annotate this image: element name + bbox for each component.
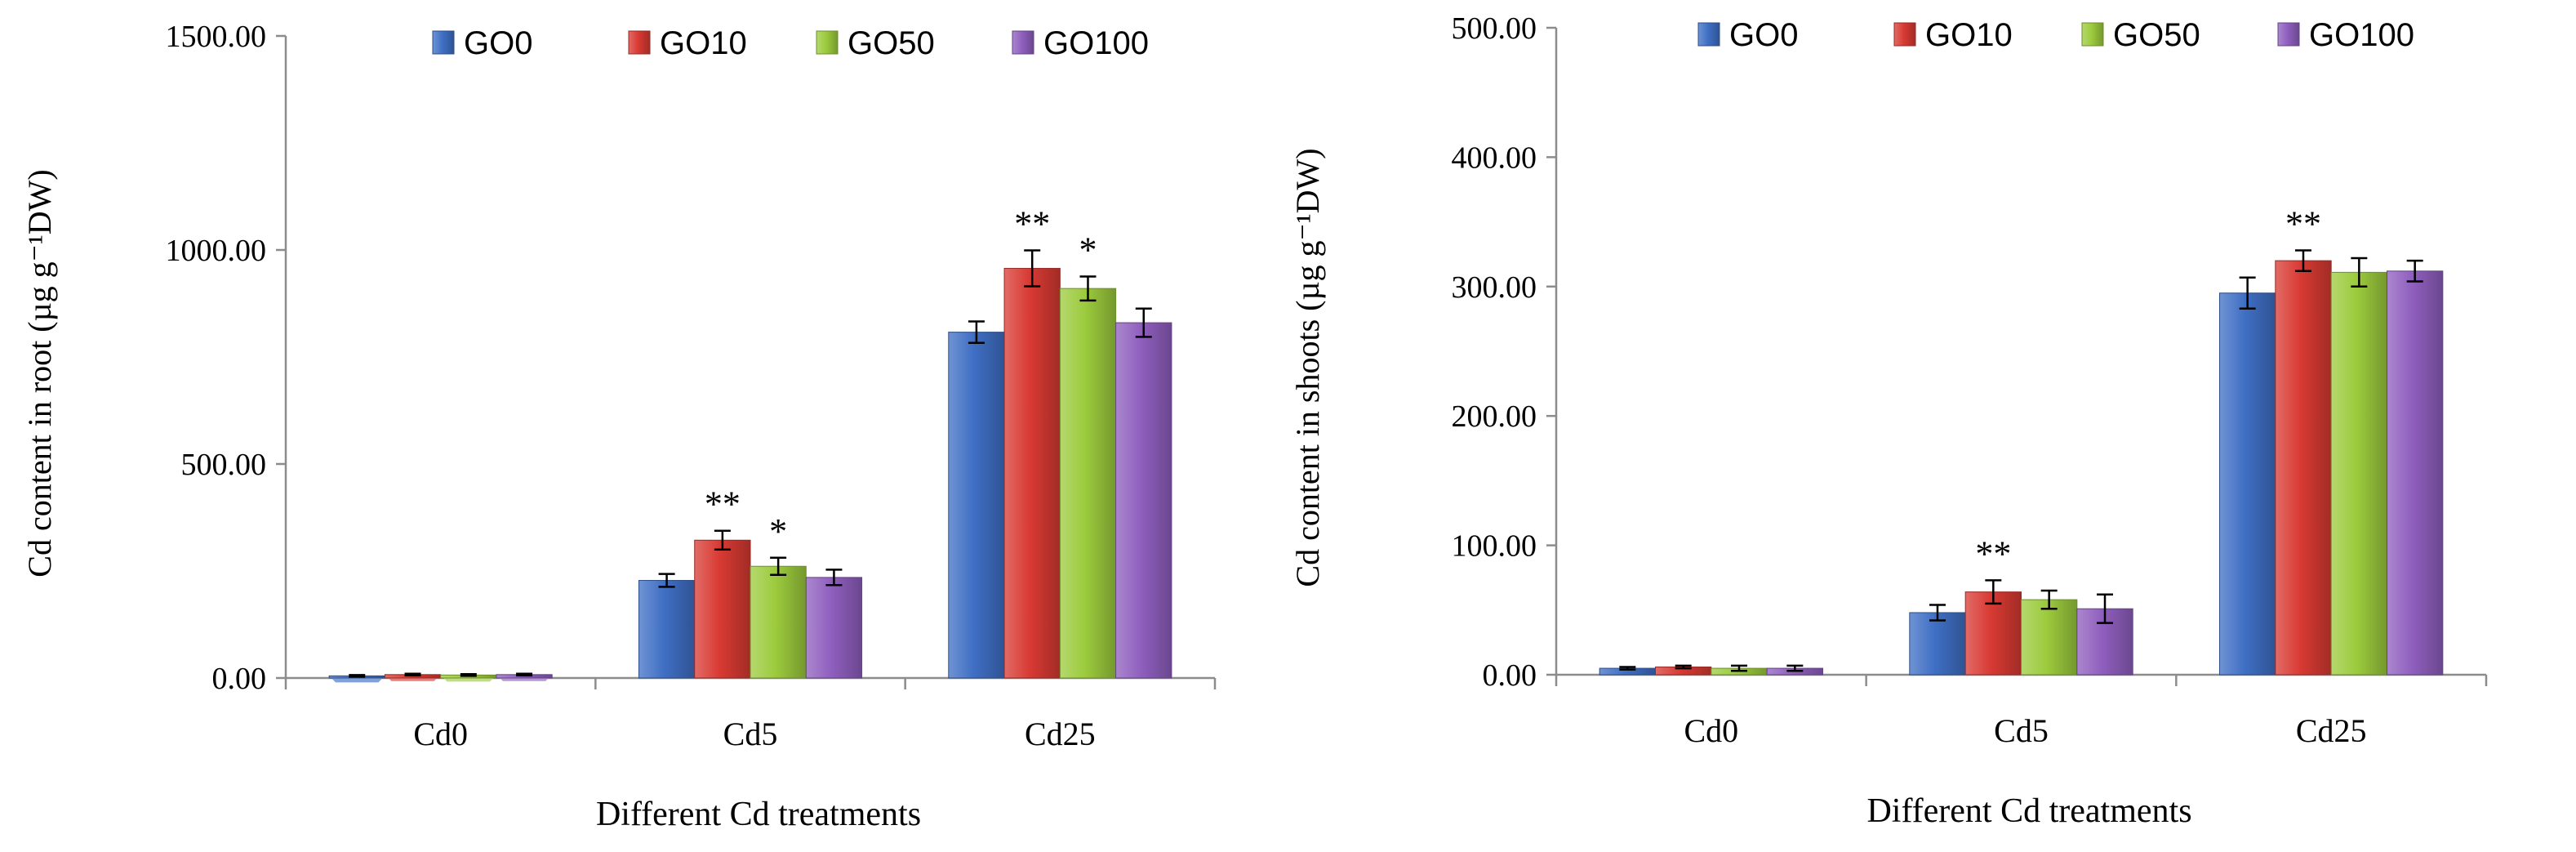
chart1-legend-swatch-GO10 xyxy=(628,30,651,55)
chart1-annotation: ** xyxy=(705,484,741,524)
chart2-y-tick-label: 500.00 xyxy=(1452,11,1537,46)
chart1-y-tick-label: 1000.00 xyxy=(166,234,267,268)
chart1-x-tick-label: Cd0 xyxy=(413,716,468,752)
chart1-bar-GO50-Cd5 xyxy=(750,565,807,679)
chart1-errorbar xyxy=(349,674,366,678)
chart2-legend-swatch-GO100 xyxy=(2277,22,2300,47)
chart1-errorbar xyxy=(460,673,477,677)
chart1-x-tick-label: Cd5 xyxy=(723,716,778,752)
chart2-errorbar xyxy=(1985,579,2002,605)
chart1-legend-label-GO100: GO100 xyxy=(1043,25,1149,61)
chart2-x-tick-label: Cd5 xyxy=(1994,712,2049,749)
chart2-annotation: ** xyxy=(1975,533,2011,573)
chart1-bar-GO0-Cd25 xyxy=(948,332,1005,679)
chart1-legend-swatch-GO50 xyxy=(816,30,839,55)
chart2-errorbar xyxy=(2294,249,2311,273)
chart1-y-tick-label: 0.00 xyxy=(212,662,267,696)
chart1-bar-GO10-Cd25 xyxy=(1003,268,1061,679)
chart2-y-tick-label: 400.00 xyxy=(1452,141,1537,175)
chart2-bar-GO0-Cd25 xyxy=(2218,292,2276,676)
chart2-legend-label-GO50: GO50 xyxy=(2113,17,2200,53)
chart1-legend-swatch-GO100 xyxy=(1012,30,1034,55)
chart1-legend-label-GO10: GO10 xyxy=(660,25,747,61)
chart2-errorbar xyxy=(2351,256,2368,288)
chart2-bar-GO100-Cd25 xyxy=(2387,270,2444,676)
chart1-y-tick-label: 500.00 xyxy=(181,448,267,482)
chart2-annotation: ** xyxy=(2285,203,2321,243)
chart1-errorbar xyxy=(1079,275,1097,302)
chart1-errorbar xyxy=(516,672,533,677)
chart2-legend-label-GO0: GO0 xyxy=(1729,17,1798,53)
chart2-errorbar xyxy=(2406,259,2423,283)
chart2-y-tick-label: 200.00 xyxy=(1452,399,1537,434)
chart2-legend: GO0 GO10 GO50 GO100 xyxy=(1697,17,2414,53)
chart1-errorbar xyxy=(404,672,421,677)
chart2-errorbar xyxy=(1675,664,1692,670)
chart2-errorbar xyxy=(1619,666,1636,671)
chart1-bar-GO50-Cd25 xyxy=(1059,288,1117,679)
chart2-x-tick-label: Cd0 xyxy=(1684,712,1738,749)
chart2-errorbar xyxy=(1731,664,1748,672)
chart2: 0.00 100.00 200.00 300.00 400.00 500.00 Cd0 Cd5… xyxy=(1289,11,2488,830)
chart1-y-tick-label: 1500.00 xyxy=(166,20,267,54)
chart2-bar-GO0-Cd5 xyxy=(1909,612,1966,676)
chart2-bar-GO50-Cd25 xyxy=(2330,271,2388,676)
chart2-legend-swatch-GO0 xyxy=(1697,22,1720,47)
chart1-errorbar xyxy=(825,569,843,587)
chart1-annotation: ** xyxy=(1014,204,1050,244)
chart1-bar-GO100-Cd5 xyxy=(805,577,863,679)
chart1-x-tick-label: Cd25 xyxy=(1025,716,1096,752)
chart1-legend: GO0 GO10 GO50 GO100 xyxy=(432,25,1149,61)
chart1-y-axis-label: Cd content in root (µg g⁻¹DW) xyxy=(21,169,58,577)
chart2-y-tick-label: 0.00 xyxy=(1483,658,1537,693)
chart2-x-axis-label: Different Cd treatments xyxy=(1866,792,2191,830)
chart1-legend-swatch-GO0 xyxy=(432,30,455,55)
chart1-annotation: * xyxy=(769,511,787,551)
chart1-bar-GO10-Cd5 xyxy=(694,539,751,679)
chart2-legend-swatch-GO10 xyxy=(1893,22,1916,47)
chart2-bar-GO10-Cd25 xyxy=(2275,260,2332,676)
chart1-x-axis-label: Different Cd treatments xyxy=(596,796,921,833)
chart2-errorbar xyxy=(2040,589,2058,610)
chart2-legend-label-GO100: GO100 xyxy=(2309,17,2414,53)
chart2-errorbar xyxy=(1929,604,1946,622)
chart1-errorbar xyxy=(658,573,675,588)
chart2-errorbar xyxy=(1786,664,1804,672)
chart2-bar-GO50-Cd5 xyxy=(2021,599,2078,676)
chart2-y-axis-label: Cd content in shoots (µg g⁻¹DW) xyxy=(1289,148,1326,587)
chart2-legend-swatch-GO50 xyxy=(2081,22,2104,47)
chart1-errorbar xyxy=(1135,307,1152,338)
chart1-errorbar xyxy=(714,529,731,551)
chart1-bar-GO100-Cd25 xyxy=(1115,322,1172,679)
chart1-annotation: * xyxy=(1079,230,1097,270)
chart1-errorbar xyxy=(1024,249,1041,288)
chart1-legend-label-GO50: GO50 xyxy=(848,25,935,61)
chart1-errorbar xyxy=(968,320,985,344)
chart1-bar-GO0-Cd5 xyxy=(638,580,696,679)
chart1-legend-label-GO0: GO0 xyxy=(464,25,532,61)
chart2-y-tick-label: 300.00 xyxy=(1452,270,1537,305)
chart2-errorbar xyxy=(2097,593,2114,624)
chart2-x-tick-label: Cd25 xyxy=(2296,712,2367,749)
chart2-y-tick-label: 100.00 xyxy=(1452,529,1537,564)
chart1-errorbar xyxy=(770,556,787,576)
chart2-legend-label-GO10: GO10 xyxy=(1925,17,2013,53)
chart2-errorbar xyxy=(2239,276,2256,310)
